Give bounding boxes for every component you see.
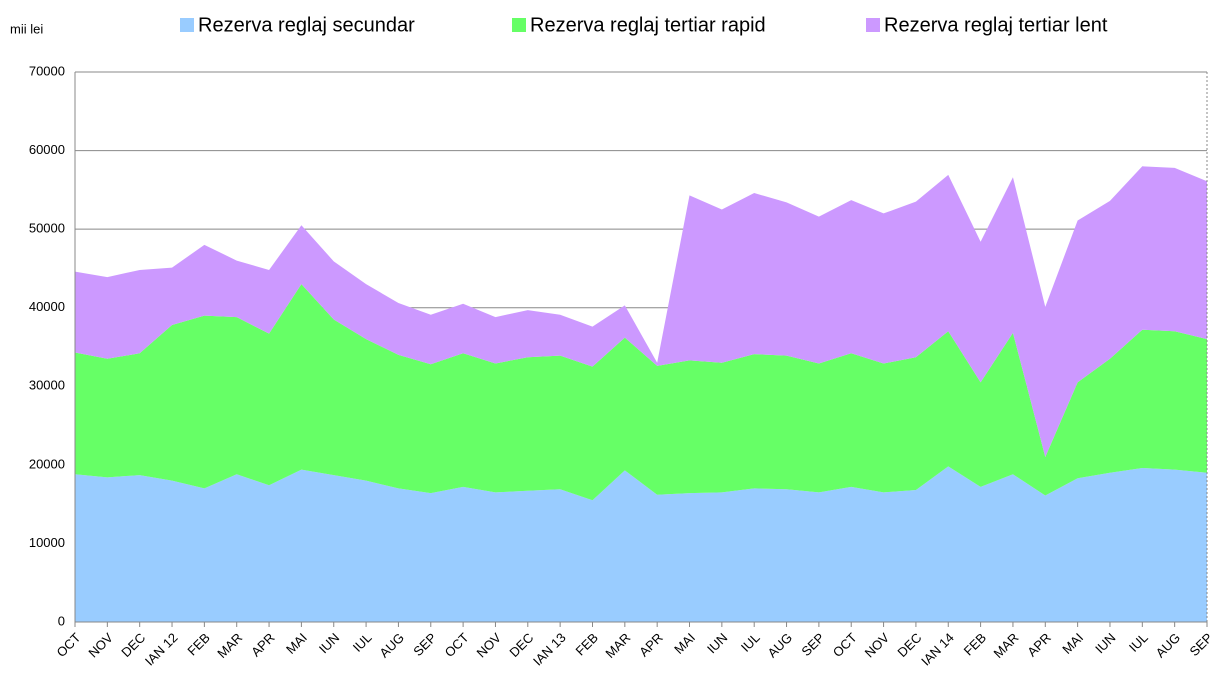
x-tick-label: AUG (765, 630, 796, 661)
x-tick-label: OCT (54, 630, 84, 660)
x-tick-label: SEP (1187, 630, 1210, 659)
x-tick-label: MAR (990, 630, 1021, 661)
y-tick-label: 30000 (29, 378, 65, 393)
y-tick-label: 20000 (29, 456, 65, 471)
y-axis-label: mii lei (10, 21, 43, 36)
x-tick-label: NOV (85, 630, 116, 661)
x-tick-label: AUG (1153, 630, 1184, 661)
x-tick-label: FEB (573, 630, 601, 658)
x-tick-label: SEP (410, 630, 439, 659)
x-tick-label: IAN 12 (142, 630, 181, 669)
x-tick-label: MAR (214, 630, 245, 661)
x-tick-label: MAR (602, 630, 633, 661)
y-tick-label: 60000 (29, 142, 65, 157)
legend-swatch (512, 18, 526, 32)
area (75, 284, 1207, 501)
x-tick-label: IUL (350, 630, 375, 655)
x-tick-label: NOV (473, 630, 504, 661)
x-tick-label: OCT (442, 630, 472, 660)
x-tick-label: IUN (1092, 630, 1118, 656)
x-tick-label: FEB (184, 630, 212, 658)
x-tick-label: IUL (1126, 630, 1151, 655)
legend-label: Rezerva reglaj secundar (198, 14, 415, 36)
x-tick-label: NOV (862, 630, 893, 661)
legend-label: Rezerva reglaj tertiar lent (884, 14, 1108, 36)
y-tick-label: 10000 (29, 535, 65, 550)
x-tick-label: IUL (738, 630, 763, 655)
legend-swatch (180, 18, 194, 32)
y-tick-label: 70000 (29, 63, 65, 78)
x-tick-label: SEP (798, 630, 827, 659)
x-tick-label: IAN 14 (918, 630, 957, 669)
x-tick-label: APR (1024, 630, 1054, 660)
x-tick-label: MAI (1059, 630, 1086, 657)
x-tick-label: APR (636, 630, 666, 660)
x-tick-label: MAI (283, 630, 310, 657)
x-tick-label: IUN (704, 630, 730, 656)
y-tick-label: 40000 (29, 299, 65, 314)
legend-label: Rezerva reglaj tertiar rapid (530, 14, 766, 36)
area (75, 466, 1207, 622)
x-tick-label: MAI (671, 630, 698, 657)
legend-swatch (866, 18, 880, 32)
x-tick-label: AUG (376, 630, 407, 661)
x-tick-label: FEB (961, 630, 989, 658)
y-tick-label: 50000 (29, 221, 65, 236)
y-tick-label: 0 (58, 613, 65, 628)
x-tick-label: IUN (316, 630, 342, 656)
x-tick-label: OCT (830, 630, 860, 660)
x-tick-label: IAN 13 (530, 630, 569, 669)
area (75, 166, 1207, 458)
x-tick-label: APR (248, 630, 278, 660)
